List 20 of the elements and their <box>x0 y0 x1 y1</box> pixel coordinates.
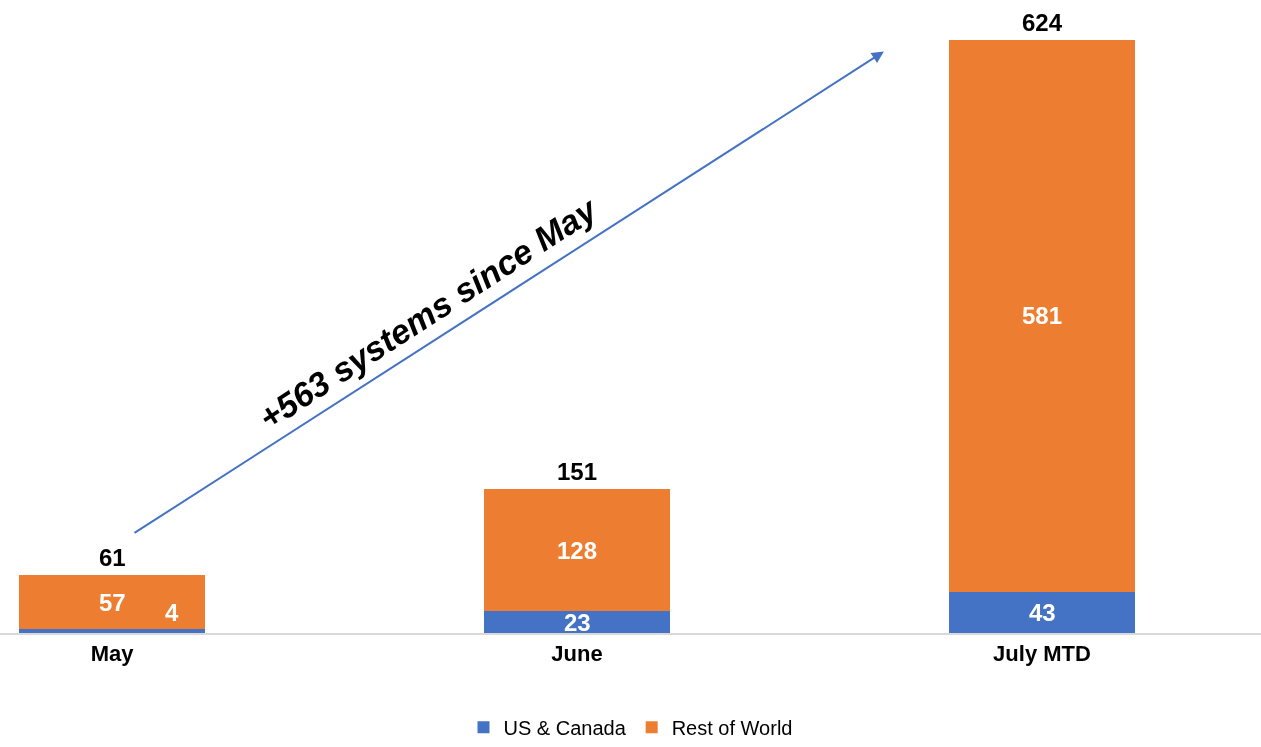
bar <box>19 575 206 630</box>
data-label: 57 <box>99 589 126 616</box>
legend-label: US & Canada <box>503 717 627 740</box>
data-label: 23 <box>564 609 591 636</box>
total-label: 624 <box>1022 9 1063 36</box>
bar <box>949 39 1135 593</box>
x-tick-label: June <box>551 641 603 667</box>
bar <box>484 611 671 633</box>
data-label: 4 <box>165 599 179 626</box>
data-label: 128 <box>557 537 598 564</box>
total-label: 61 <box>99 544 126 571</box>
bar <box>19 629 206 633</box>
legend-label: Rest of World <box>671 717 793 740</box>
data-label: 581 <box>1022 302 1063 329</box>
x-tick-label: May <box>90 641 135 667</box>
total-label: 151 <box>557 458 598 485</box>
bar <box>949 592 1135 633</box>
x-tick-label: July MTD <box>993 641 1091 667</box>
bar <box>484 489 671 612</box>
data-label: 43 <box>1029 599 1056 626</box>
